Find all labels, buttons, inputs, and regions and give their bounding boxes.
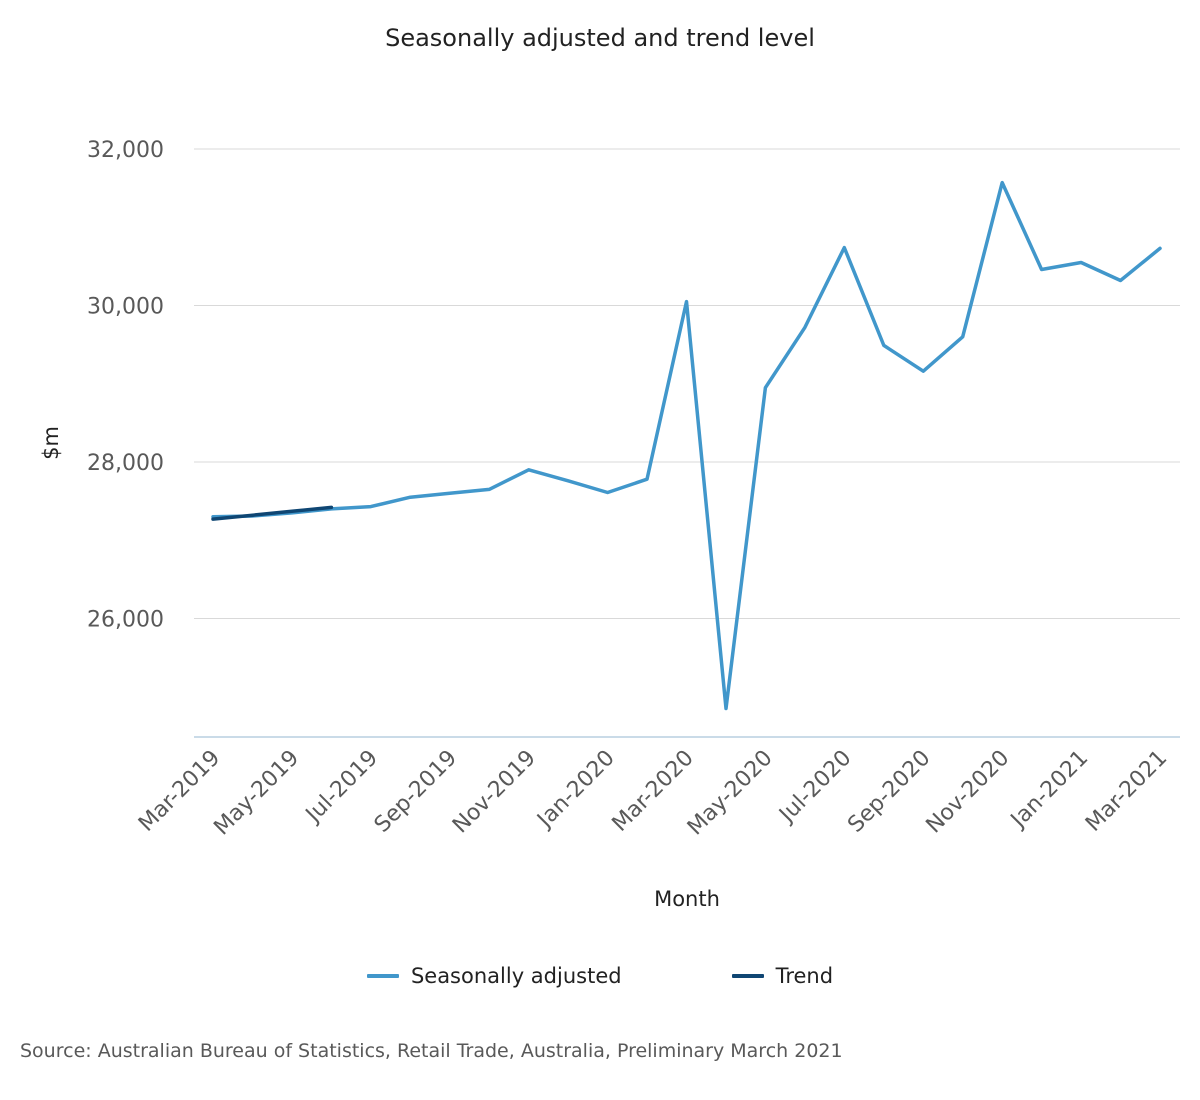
source-note: Source: Australian Bureau of Statistics,… xyxy=(20,1040,843,1062)
legend-swatch-trend xyxy=(731,974,764,978)
series-line-seasonally-adjusted xyxy=(211,180,1162,711)
y-tick-label: 26,000 xyxy=(87,608,164,633)
x-tick-label: Jan-2020 xyxy=(532,746,620,834)
x-tick-label: Jan-2021 xyxy=(1005,746,1093,834)
x-tick-label: Jul-2019 xyxy=(300,746,383,829)
legend-item-trend[interactable]: Trend xyxy=(731,964,834,988)
legend: Seasonally adjusted Trend xyxy=(0,964,1200,988)
y-tick-label: 28,000 xyxy=(87,451,164,476)
x-tick-label: Mar-2021 xyxy=(1081,746,1172,837)
legend-label-trend: Trend xyxy=(775,964,834,988)
x-tick-label: Sep-2020 xyxy=(843,746,935,838)
x-tick-label: Jul-2020 xyxy=(774,746,857,829)
legend-swatch-seasonally-adjusted xyxy=(366,974,399,978)
legend-label-seasonally-adjusted: Seasonally adjusted xyxy=(410,964,622,988)
y-axis-title: $m xyxy=(39,426,63,460)
y-tick-label: 30,000 xyxy=(87,295,164,320)
x-tick-label: Nov-2019 xyxy=(448,746,541,839)
x-tick-label: May-2020 xyxy=(683,746,778,841)
x-tick-label: May-2019 xyxy=(209,746,304,841)
x-axis-title: Month xyxy=(654,887,720,911)
y-tick-label: 32,000 xyxy=(87,138,164,163)
chart-title: Seasonally adjusted and trend level xyxy=(385,24,815,52)
x-tick-label: Nov-2020 xyxy=(922,746,1015,839)
series-line-trend xyxy=(211,505,334,521)
x-tick-label: Sep-2019 xyxy=(370,746,462,838)
legend-item-seasonally-adjusted[interactable]: Seasonally adjusted xyxy=(366,964,622,988)
